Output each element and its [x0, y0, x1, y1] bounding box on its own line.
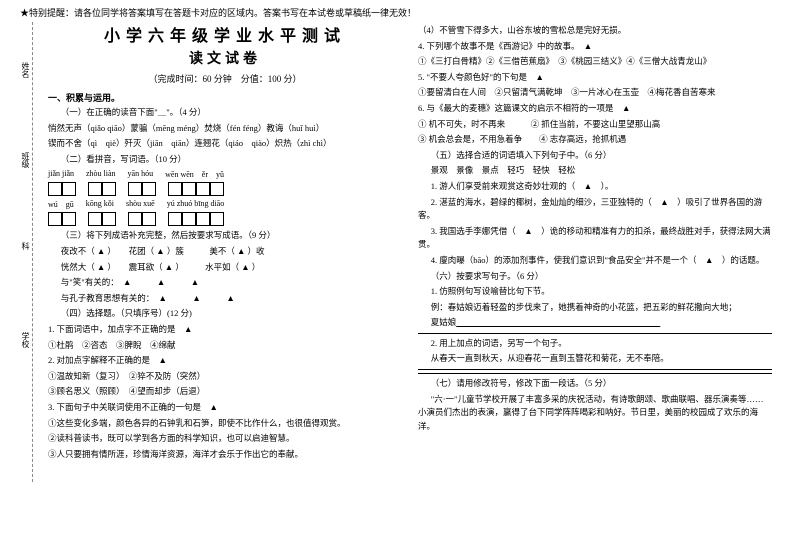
char-box-group — [88, 212, 116, 226]
char-box-group — [128, 212, 156, 226]
q4: 4. 下列哪个故事不是《西游记》中的故事。 ▲ — [418, 40, 772, 54]
pinyin-row-1: jiǎn jiǎn zhòu liàn yān hóu wēn wēn ěr y… — [48, 169, 402, 180]
pinyin-line-1: 悄然无声（qiǎo qiāo）蒙骗（mēng méng）焚烧（fén féng）… — [48, 122, 402, 136]
pinyin-item: kōng kǒi — [86, 199, 114, 210]
margin-label-name: 姓名 — [20, 62, 31, 78]
s6-xia: 夏姑娘 — [418, 316, 772, 330]
q1-4-3-a: ①这些变化多端，颜色各异的石钟乳和石笋，即使不比作什么，也很值得观赏。 — [48, 417, 402, 431]
section-1-heading: 一、积累与运用。 — [48, 91, 402, 104]
idiom-line-3: 与"笑"有关的： ▲ ▲ ▲ — [48, 276, 402, 290]
q1-4-3-d: （4）不管雪下得多大，山谷东坡的雪松总是完好无损。 — [418, 24, 772, 38]
margin-label-school: 学校 — [20, 332, 31, 348]
sub-1-2-heading: （二）看拼音，写词语。（10 分） — [48, 153, 402, 167]
exam-subtitle: 读文试卷 — [48, 48, 402, 68]
q6-options-b: ③ 机会总会是，不用急着争 ④ 志存高远，抢抓机遇 — [418, 133, 772, 147]
q1-4-2: 2. 对加点字解释不正确的是 ▲ — [48, 354, 402, 368]
binding-margin: 姓名 班级 科 学校 — [20, 22, 40, 463]
margin-label-subject: 科 — [20, 242, 31, 250]
s6-q2-text: 从春天一直到秋天，从迎春花一直到玉簪花和菊花，无不奉陪。 — [418, 352, 772, 366]
pinyin-item: yān hóu — [128, 169, 154, 180]
exam-title: 小学六年级学业水平测试 — [48, 22, 402, 46]
q1-4-3-b: ②读科普读书，既可以学到各方面的科学知识，也可以启迪智慧。 — [48, 432, 402, 446]
s5-q4: 4. 廋肉曝（bāo）的添加剂事件，使我们意识到"食品安全"并不是一个（ ▲ ）… — [418, 254, 772, 268]
char-box-group — [48, 212, 76, 226]
q1-4-3: 3. 下面句子中关联词使用不正确的一句是 ▲ — [48, 401, 402, 415]
char-box-group — [48, 182, 76, 196]
q6: 6. 与《最大的麦穗》这篇课文的启示不相符的一项是 ▲ — [418, 102, 772, 116]
q4-options: ①《三打白骨精》②《三借芭蕉扇》 ③《桃园三结义》④《三僧大战青龙山》 — [418, 55, 772, 69]
sub-5-heading: （五）选择合适的词语填入下列句子中。（6 分） — [418, 149, 772, 163]
reminder-text: ★特别提醒：请各位同学将答案填写在答题卡对应的区域内。答案书写在本试卷或草稿纸一… — [0, 0, 800, 22]
sub-7-heading: （七）请用修改符号，修改下面一段话。（5 分） — [418, 377, 772, 391]
right-column: （4）不管雪下得多大，山谷东坡的雪松总是完好无损。 4. 下列哪个故事不是《西游… — [410, 22, 780, 463]
margin-label-class: 班级 — [20, 152, 31, 168]
pinyin-item: shòu xuē — [126, 199, 155, 210]
idiom-line-1: 夜改不（ ▲ ） 花团（ ▲ ）簇 美不（ ▲ ）收 — [48, 245, 402, 259]
pinyin-line-2: 锲而不舍（qì qiè）歼灭（jiān qiān）连翘花（qiáo qiào）炽… — [48, 137, 402, 151]
char-box-group — [128, 182, 156, 196]
q1-4-1-options: ①杜鹃 ②咨态 ③脾睨 ④绵献 — [48, 339, 402, 353]
char-box-group — [88, 182, 116, 196]
sub-1-1-heading: （一）在正确的读音下面"＿"。（4 分） — [48, 106, 402, 120]
time-score-info: （完成时间：60 分钟 分值：100 分） — [48, 72, 402, 85]
s6-example: 例：春姑娘迈着轻盈的步伐来了，她携着神奇的小花篮，把五彩的鲜花撒向大地； — [418, 301, 772, 315]
q5-options: ①要留清白在人间 ②只留清气满乾坤 ③一片冰心在玉壶 ④梅花香自苦寒来 — [418, 86, 772, 100]
pinyin-row-2: wú gū kōng kǒi shòu xuē yú zhuó bīng diā… — [48, 199, 402, 210]
s7-paragraph: "六·一"儿童节学校开展了丰富多采的庆祝活动，有诗歌朗颂、歌曲联唱、器乐演奏等…… — [418, 393, 772, 434]
pinyin-item: wú gū — [48, 199, 74, 210]
left-column: 小学六年级学业水平测试 读文试卷 （完成时间：60 分钟 分值：100 分） 一… — [40, 22, 410, 463]
answer-line — [418, 369, 772, 370]
q1-4-1: 1. 下面词语中，加点字不正确的是 ▲ — [48, 323, 402, 337]
q5: 5. "不要人夸颜色好"的下句是 ▲ — [418, 71, 772, 85]
s5-q2: 2. 湛蓝的海水，碧绿的椰树，金灿灿的细沙，三亚独特的（ ▲ ）吸引了世界各国的… — [418, 196, 772, 223]
q6-options-a: ① 机不可失，时不再来 ② 抓住当前，不要这山里望那山高 — [418, 118, 772, 132]
char-box-group — [168, 212, 224, 226]
pinyin-item: jiǎn jiǎn — [48, 169, 74, 180]
s5-q3: 3. 我国选手李娜凭借（ ▲ ）诡的移动和精准有力的扣杀，最终战胜对手，获得法网… — [418, 225, 772, 252]
idiom-line-4: 与孔子教育思想有关的： ▲ ▲ ▲ — [48, 292, 402, 306]
answer-line — [418, 333, 772, 334]
word-bank: 景观 景像 景点 轻巧 轻快 轻松 — [418, 164, 772, 178]
s6-q1: 1. 仿照例句写设喻替比句下节。 — [418, 285, 772, 299]
sub-6-heading: （六）按要求写句子。（6 分） — [418, 270, 772, 284]
s5-q1: 1. 游人们享受前来观赏这奇妙壮观的（ ▲ ）。 — [418, 180, 772, 194]
char-box-row-2 — [48, 212, 402, 226]
binding-dashed-line — [32, 22, 33, 482]
idiom-line-2: 恍然大（ ▲ ） 震耳欲（ ▲ ） 水平如（ ▲ ） — [48, 261, 402, 275]
answer-line — [418, 373, 772, 374]
pinyin-item: yú zhuó bīng diāo — [167, 199, 225, 210]
q1-4-2-options-a: ①温故知新（复习） ②猝不及防（突然） — [48, 370, 402, 384]
char-box-row-1 — [48, 182, 402, 196]
q1-4-2-options-b: ③顾名思义（照顾） ④望而却步（后退） — [48, 385, 402, 399]
sub-1-3-heading: （三）将下列成语补充完整，然后按要求写成语。（9 分） — [48, 229, 402, 243]
page-container: 姓名 班级 科 学校 小学六年级学业水平测试 读文试卷 （完成时间：60 分钟 … — [0, 22, 800, 463]
q1-4-3-c: ③人只要拥有情所涯，珍情海洋资源，海洋才会乐于作出它的奉献。 — [48, 448, 402, 462]
pinyin-item: wēn wēn ěr yǔ — [165, 169, 224, 180]
s6-q2: 2. 用上加点的词语，另写一个句子。 — [418, 337, 772, 351]
pinyin-item: zhòu liàn — [86, 169, 116, 180]
char-box-group — [168, 182, 224, 196]
sub-1-4-heading: （四）选择题。（只填序号）(12 分) — [48, 307, 402, 321]
